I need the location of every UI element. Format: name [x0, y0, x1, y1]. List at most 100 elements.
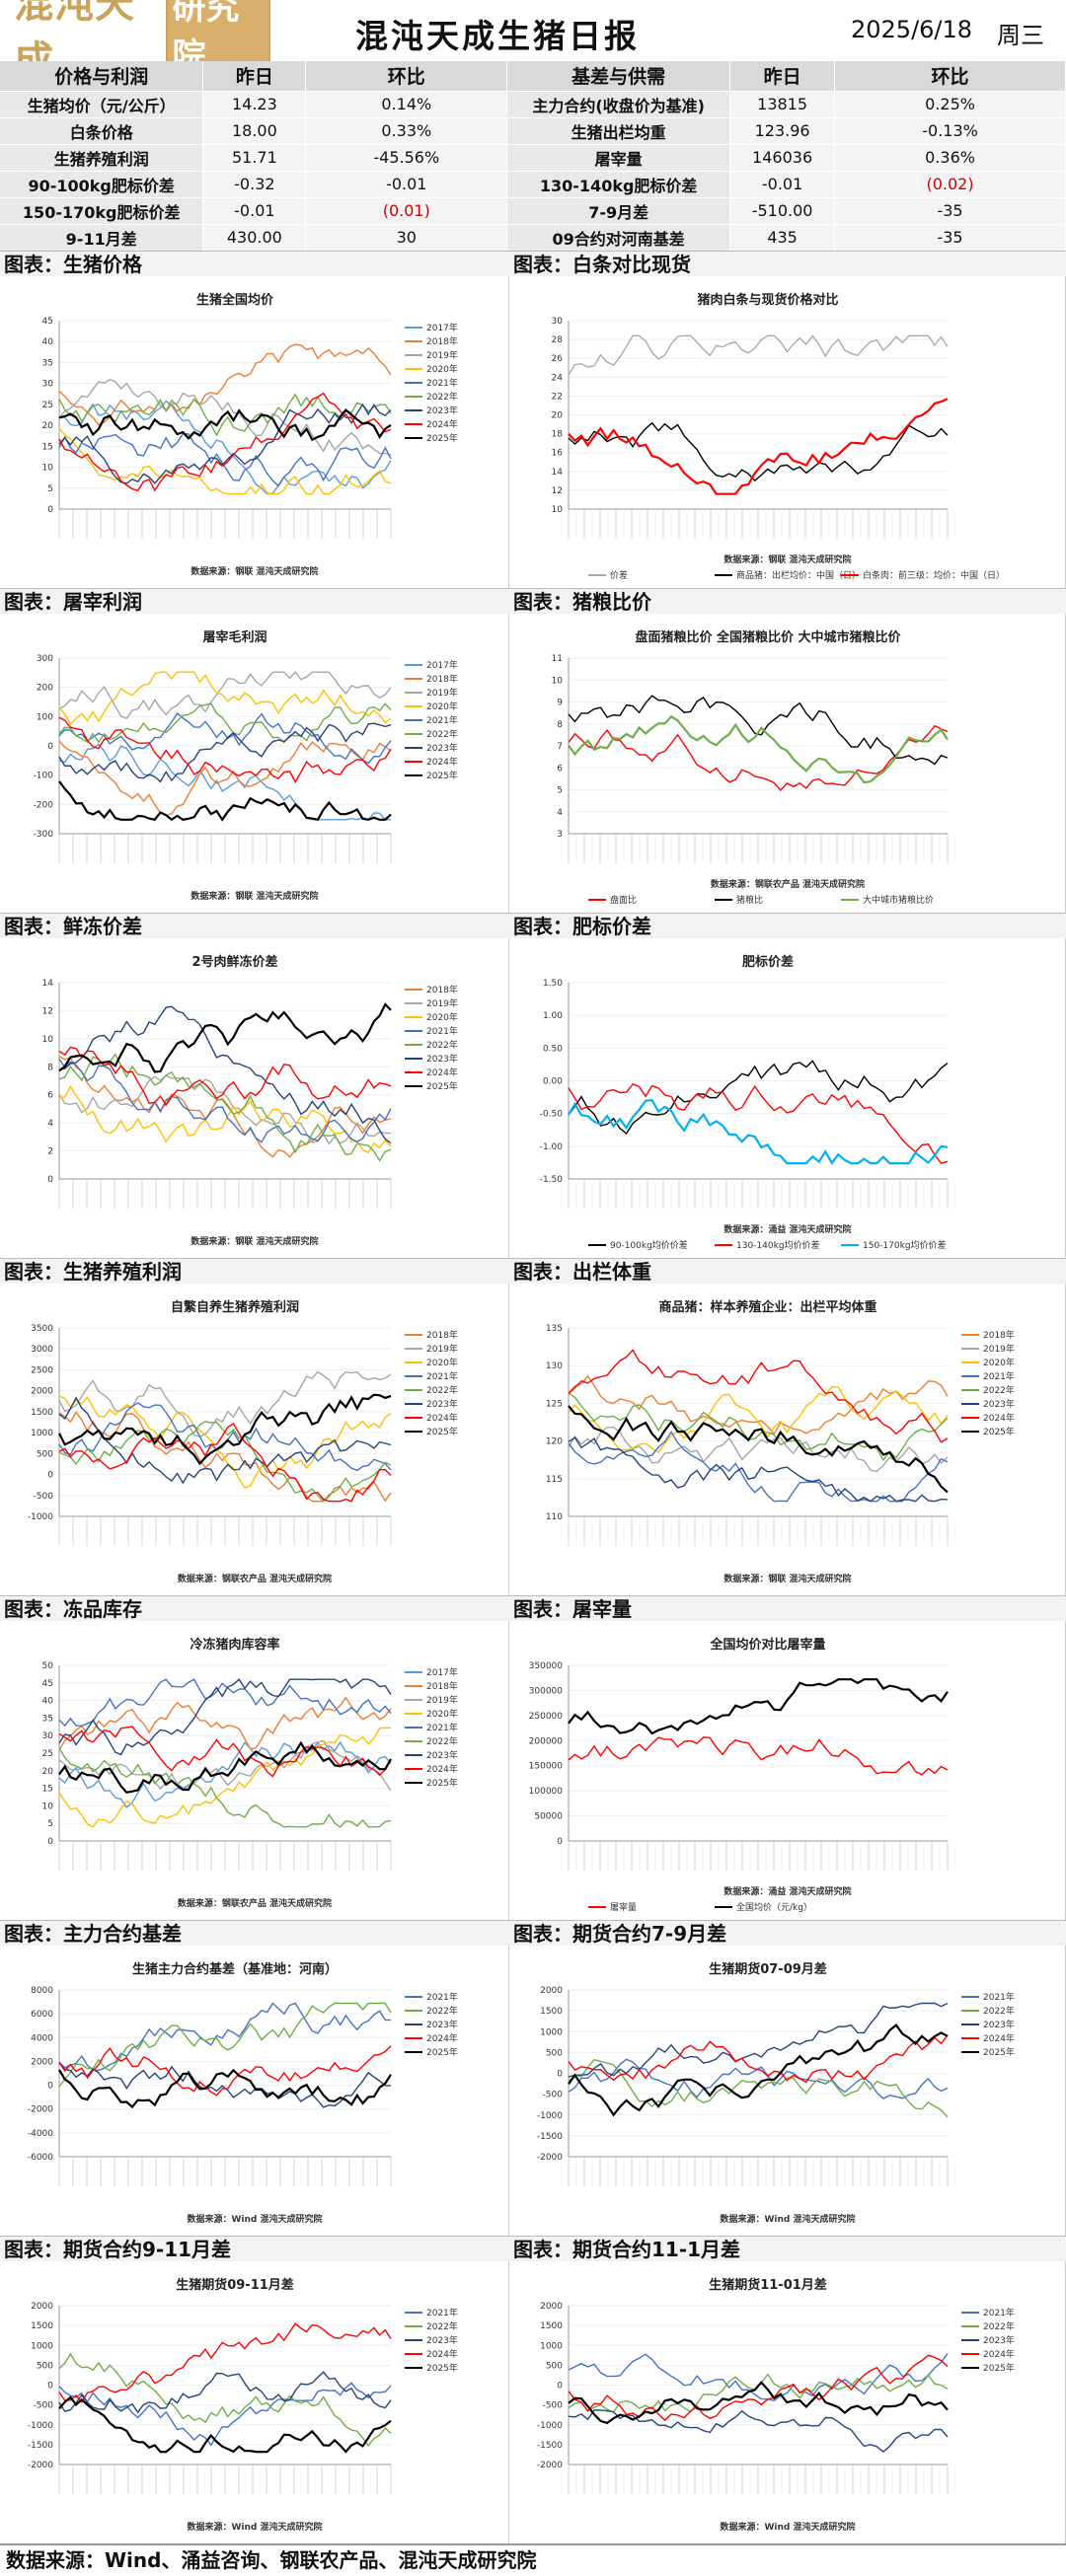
- series-line: [58, 427, 392, 495]
- y-tick-label: 1.50: [543, 979, 563, 989]
- table-cell: -45.56%: [305, 144, 508, 172]
- legend-label: 2020年: [426, 363, 458, 375]
- y-tick-label: 1.00: [543, 1011, 563, 1021]
- y-tick-label: 16: [552, 449, 564, 459]
- table-cell: -0.01: [305, 171, 508, 198]
- y-tick-label: 130: [546, 1362, 563, 1371]
- series-line: [568, 1405, 949, 1494]
- series-line: [58, 702, 392, 744]
- section-title: 图表：冻品库存: [0, 1595, 509, 1621]
- legend-label: 2025年: [426, 2362, 458, 2374]
- series-line: [58, 1696, 392, 1751]
- section-title: 图表：期货合约11-1月差: [509, 2236, 1066, 2261]
- y-tick-label: 10: [552, 505, 564, 515]
- table-cell: 生猪均价（元/公斤）: [0, 91, 204, 118]
- legend-label: 白条肉：前三级：均价：中国（日）: [863, 569, 1005, 581]
- series-line: [58, 1747, 392, 1828]
- legend-label: 2022年: [426, 1735, 458, 1747]
- table-header-cell: 环比: [305, 61, 508, 92]
- section-title: 图表：主力合约基差: [0, 1920, 509, 1946]
- legend-label: 2024年: [426, 1763, 458, 1775]
- y-tick-label: 2500: [31, 1365, 53, 1375]
- table-row: 白条价格 18.00 0.33% 生猪出栏均重 123.96 -0.13%: [0, 117, 1066, 145]
- table-cell: (0.01): [305, 197, 508, 225]
- legend-label: 2024年: [983, 2032, 1015, 2044]
- legend-label: 2025年: [426, 2046, 458, 2058]
- legend-label: 2021年: [426, 714, 458, 726]
- series-line: [568, 398, 949, 495]
- legend-label: 大中城市猪粮比价: [863, 894, 934, 906]
- chart-title: 屠宰毛利润: [202, 629, 266, 645]
- y-tick-label: 10: [42, 1802, 54, 1811]
- series-line: [568, 2058, 949, 2099]
- table-cell: -0.13%: [834, 117, 1066, 145]
- series-line: [58, 1411, 392, 1503]
- legend-label: 2022年: [426, 1039, 458, 1051]
- chart-source: 数据来源：Wind 混沌天成研究院: [721, 2521, 856, 2533]
- series-line: [568, 2352, 949, 2402]
- y-tick-label: -1500: [537, 2441, 563, 2451]
- chart-title: 盘面猪粮比价 全国猪粮比价 大中城市猪粮比价: [635, 629, 901, 645]
- y-tick-label: 0.00: [543, 1077, 563, 1087]
- series-line: [568, 2409, 949, 2454]
- table-cell: 430.00: [202, 224, 307, 252]
- y-tick-label: 3000: [31, 1345, 53, 1355]
- y-tick-label: -1.50: [540, 1175, 564, 1185]
- y-tick-label: 4: [557, 808, 563, 818]
- y-tick-label: 0: [47, 505, 53, 515]
- y-tick-label: 2000: [31, 1387, 53, 1397]
- y-tick-label: 10: [42, 464, 54, 474]
- legend-label: 2019年: [426, 1694, 458, 1706]
- series-line: [58, 712, 392, 765]
- table-header-cell: 昨日: [729, 61, 836, 92]
- table-cell: 生猪养殖利润: [0, 144, 204, 172]
- legend-label: 2018年: [426, 984, 458, 995]
- y-tick-label: 20: [42, 1767, 54, 1777]
- table-cell: 0.25%: [834, 91, 1066, 118]
- legend-label: 2025年: [426, 770, 458, 781]
- table-row: 生猪均价（元/公斤） 14.23 0.14% 主力合约(收盘价为基准) 1381…: [0, 91, 1066, 118]
- chart-svg: 猪肉白条与现货价格对比 30 28 26 24 22 20 18 16 14 12 10 价差 商品猪：出…: [552, 292, 1005, 581]
- y-tick-label: 10: [552, 676, 564, 686]
- table-header-cell: 价格与利润: [0, 61, 204, 92]
- table-row: 150-170kg肥标价差 -0.01 (0.01) 7-9月差 -510.00…: [0, 197, 1066, 225]
- table-cell: -510.00: [729, 197, 836, 225]
- legend-label: 2025年: [426, 1080, 458, 1092]
- y-tick-label: 18: [552, 430, 564, 440]
- series-line: [58, 1059, 392, 1143]
- series-line: [58, 671, 392, 720]
- table-cell: 123.96: [729, 117, 836, 145]
- series-line: [568, 695, 949, 766]
- y-tick-label: 10: [42, 1035, 54, 1045]
- y-tick-label: 20: [42, 421, 54, 431]
- series-line: [58, 1053, 392, 1162]
- chart-title: 生猪主力合约基差（基准地：河南）: [132, 1961, 338, 1977]
- y-tick-label: 2000: [31, 2057, 53, 2067]
- y-tick-label: -2000: [537, 2461, 563, 2470]
- y-tick-label: -500: [34, 2401, 54, 2411]
- legend-label: 2019年: [426, 687, 458, 699]
- chart-svg: 全国均价对比屠宰量 350000 300000 250000 200000 150000 1…: [529, 1637, 949, 1913]
- table-cell: 7-9月差: [506, 197, 731, 225]
- y-tick-label: 22: [552, 392, 563, 402]
- y-tick-label: 100000: [529, 1787, 564, 1797]
- y-tick-label: 12: [552, 486, 563, 496]
- legend-label: 2023年: [426, 1053, 458, 1065]
- series-line: [568, 1678, 949, 1735]
- y-tick-label: 0: [47, 1837, 53, 1847]
- series-line: [58, 1678, 392, 1728]
- series-line: [58, 2002, 392, 2088]
- y-tick-label: 11: [552, 654, 563, 664]
- legend-label: 130-140kg均价价差: [736, 1239, 820, 1251]
- table-cell: 生猪出栏均重: [506, 117, 731, 145]
- y-tick-label: -2000: [28, 2461, 53, 2470]
- table-header-cell: 昨日: [202, 61, 307, 92]
- legend-label: 2023年: [983, 2019, 1015, 2030]
- y-tick-label: 100: [37, 712, 53, 722]
- series-line: [58, 716, 392, 783]
- series-line: [58, 671, 392, 726]
- legend-label: 2023年: [426, 2019, 458, 2030]
- y-tick-label: 45: [42, 317, 53, 327]
- y-tick-label: -2000: [537, 2153, 563, 2163]
- legend-label: 2019年: [426, 997, 458, 1009]
